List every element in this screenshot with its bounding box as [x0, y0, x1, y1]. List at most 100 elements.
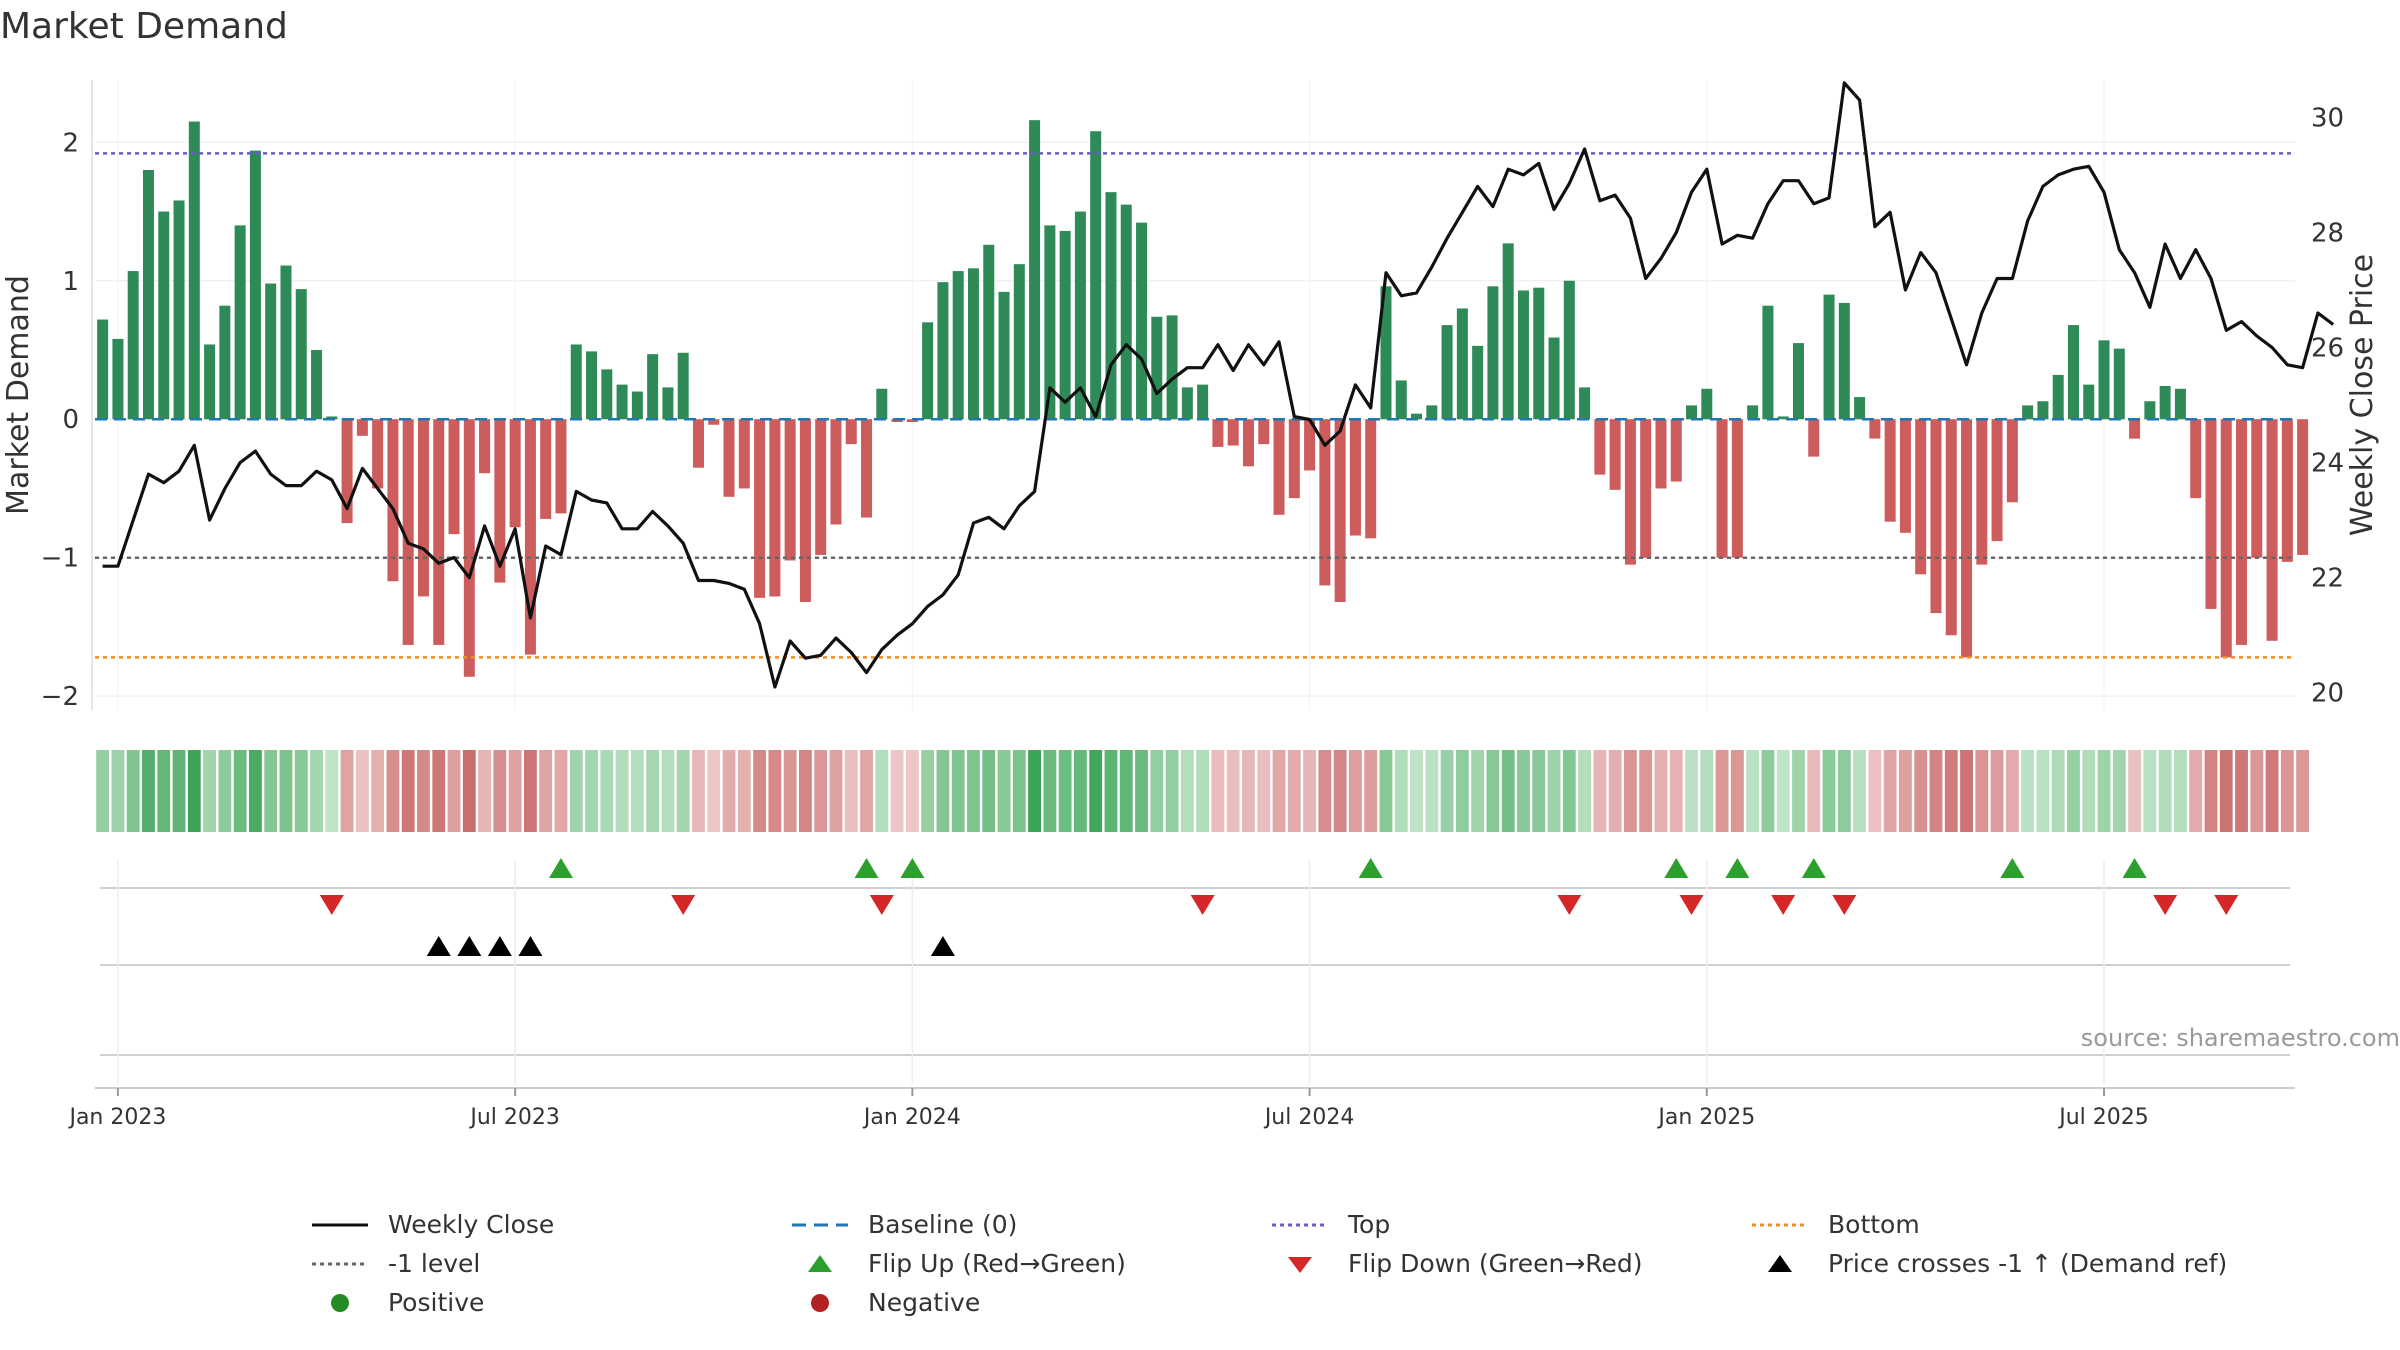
heat-strip-cell: [1211, 750, 1225, 832]
positive-bar: [952, 271, 964, 420]
positive-bar: [1838, 302, 1850, 420]
heat-strip-cell: [921, 750, 935, 832]
legend-label: -1 level: [388, 1249, 481, 1278]
heat-strip-cell: [2112, 750, 2126, 832]
heat-strip-cell: [1379, 750, 1393, 832]
heat-strip-cell: [829, 750, 843, 832]
flip-down-marker: [1190, 895, 1215, 915]
x-tick-label: Jul 2024: [1263, 1105, 1355, 1130]
heat-strip-cell: [1654, 750, 1668, 832]
negative-bar: [1945, 419, 1957, 636]
positive-bar: [204, 344, 216, 420]
legend-item: Top: [1270, 1210, 1390, 1239]
heat-strip-cell: [447, 750, 461, 832]
heat-strip-cell: [783, 750, 797, 832]
heat-strip-cell: [1730, 750, 1744, 832]
positive-bar: [937, 282, 949, 420]
heat-strip-cell: [905, 750, 919, 832]
legend-dash-swatch: [792, 1223, 848, 1226]
legend-dot-swatch: [1272, 1223, 1328, 1226]
negative-bar: [1319, 419, 1331, 586]
flip-up-marker: [2122, 858, 2147, 878]
negative-bar: [1273, 419, 1285, 515]
negative-bar: [708, 419, 720, 425]
positive-bar: [97, 319, 109, 420]
negative-bar: [1976, 419, 1988, 565]
positive-bar: [2037, 401, 2049, 420]
flip-down-marker: [319, 895, 344, 915]
x-tick-label: Jan 2023: [67, 1105, 166, 1130]
weekly-close-line: [102, 81, 2335, 689]
heat-strip-cell: [2174, 750, 2187, 832]
positive-bar: [127, 271, 139, 420]
positive-bar: [1579, 387, 1591, 420]
negative-bar: [494, 419, 506, 583]
positive-bar: [1456, 308, 1468, 420]
positive-bar: [311, 350, 323, 420]
heat-strip-cell: [187, 750, 201, 832]
y-axis-label: Market Demand: [1, 275, 36, 515]
negative-bar: [1365, 419, 1377, 539]
positive-bar: [1120, 204, 1132, 420]
heat-strip-cell: [1761, 750, 1775, 832]
heat-strip-cell: [2143, 750, 2157, 832]
positive-bar: [983, 244, 995, 420]
heat-strip-cell: [279, 750, 293, 832]
heat-strip-cell: [2280, 750, 2294, 832]
heat-strip-cell: [1624, 750, 1637, 832]
negative-bar: [1655, 419, 1667, 489]
negative-bar: [1227, 419, 1239, 446]
positive-bar: [2022, 405, 2034, 420]
positive-bar: [998, 291, 1010, 420]
y-tick-label: −2: [41, 682, 79, 712]
positive-bar: [1502, 243, 1514, 420]
negative-bar: [1242, 419, 1254, 467]
positive-bar: [2174, 388, 2186, 420]
negative-bar: [891, 419, 903, 422]
heat-strip-cell: [142, 750, 155, 832]
heat-strip-cell: [737, 750, 751, 832]
heat-strip-cell: [1532, 750, 1546, 832]
negative-bar: [1915, 419, 1927, 575]
positive-bar: [1823, 294, 1835, 420]
flip-up-marker: [2000, 858, 2025, 878]
legend-item: Price crosses -1 ↑ (Demand ref): [1750, 1249, 2227, 1278]
heat-strip-cell: [1837, 750, 1851, 832]
heat-strip-cell: [2051, 750, 2065, 832]
positive-bar: [1090, 131, 1102, 420]
heat-strip-cell: [1990, 750, 2004, 832]
heat-strip-cell: [1486, 750, 1500, 832]
heat-strip-cell: [157, 750, 171, 832]
legend-label: Flip Down (Green→Red): [1348, 1249, 1643, 1278]
heat-strip-cell: [1104, 750, 1118, 832]
heat-strip-cell: [1608, 750, 1622, 832]
heat-strip-cell: [676, 750, 690, 832]
flip-up-marker: [1664, 858, 1689, 878]
positive-bar: [1105, 192, 1117, 420]
heat-strip-cell: [1944, 750, 1958, 832]
heat-strip-cell: [539, 750, 553, 832]
negative-bar: [479, 419, 491, 474]
y2-tick-label: 26: [2311, 334, 2344, 364]
flip-down-marker: [2214, 895, 2239, 915]
heat-strip-cell: [661, 750, 675, 832]
positive-bar: [1701, 388, 1713, 420]
heat-strip-cell: [1333, 750, 1347, 832]
heat-strip-cell: [126, 750, 140, 832]
heat-strip-cell: [753, 750, 766, 832]
positive-bar: [1013, 264, 1025, 420]
flip-down-marker: [671, 895, 696, 915]
heat-strip-cell: [875, 750, 889, 832]
positive-bar: [616, 384, 628, 420]
negative-bar: [555, 419, 567, 514]
heat-strip-cell: [569, 750, 583, 832]
heat-strip-cell: [1043, 750, 1057, 832]
x-tick-label: Jul 2023: [468, 1105, 560, 1130]
positive-bar: [876, 388, 888, 420]
negative-bar: [540, 419, 552, 519]
heat-strip-cell: [1349, 750, 1362, 832]
legend-label: Top: [1348, 1210, 1391, 1239]
negative-bar: [845, 419, 857, 445]
heat-strip-cell: [2219, 750, 2233, 832]
